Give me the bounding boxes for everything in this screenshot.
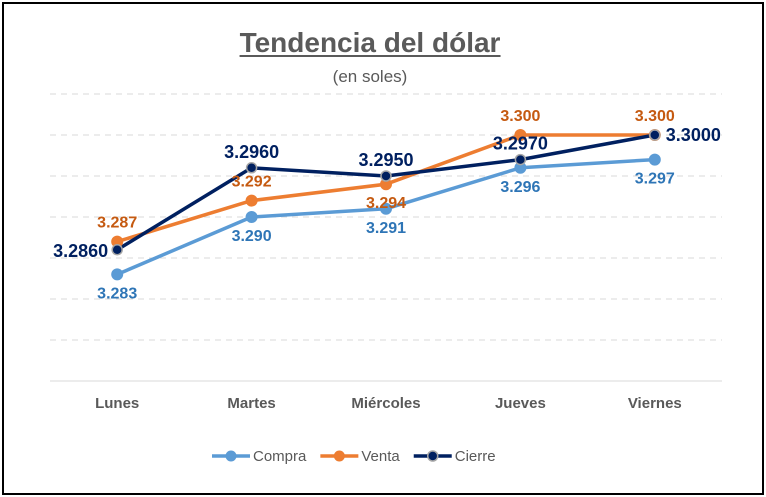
data-label: 3.2860 [53,241,108,261]
data-point [648,153,661,166]
gridlines [50,93,722,341]
data-label: 3.3000 [666,125,721,145]
data-label: 3.2970 [493,134,548,154]
data-label: 3.294 [366,195,406,212]
data-label: 3.291 [366,220,406,237]
line-chart: Tendencia del dólar (en soles) Lunes Mart… [50,27,722,465]
data-label: 3.297 [635,171,675,188]
data-point [649,129,661,141]
data-labels: 3.283 3.290 3.291 3.296 3.297 3.287 3.292 3.294… [53,108,721,302]
data-point [380,170,392,182]
legend-swatch-marker [426,450,439,462]
x-tick-label: Miércoles [351,395,420,412]
data-label: 3.300 [635,108,675,125]
data-point [245,194,258,207]
data-point [514,129,527,141]
data-label: 3.300 [500,108,540,125]
legend-swatch-marker [333,450,345,462]
x-tick-label: Jueves [495,395,546,412]
data-point [514,153,527,166]
chart-title: Tendencia del dólar [240,27,501,58]
legend-label: Compra [253,448,307,465]
data-label: 3.2960 [224,142,279,162]
data-label: 3.283 [97,285,137,302]
legend-label: Venta [361,448,400,465]
x-tick-label: Martes [227,395,275,412]
x-axis: Lunes Martes Miércoles Jueves Viernes [50,380,722,412]
data-label: 3.292 [232,174,272,191]
data-label: 3.2950 [358,150,413,170]
data-label: 3.290 [232,228,272,245]
series-lines [111,129,661,281]
legend-label: Cierre [455,448,496,465]
x-tick-label: Viernes [628,395,682,412]
legend: Compra Venta Cierre [212,448,496,465]
data-label: 3.296 [500,179,540,196]
data-point [380,202,392,215]
chart-subtitle: (en soles) [333,67,408,86]
data-point [245,211,258,223]
data-label: 3.287 [97,215,137,232]
legend-swatch-marker [225,450,237,462]
data-point [245,162,258,174]
data-point [111,268,124,281]
x-tick-label: Lunes [95,395,139,412]
data-point [111,244,123,256]
